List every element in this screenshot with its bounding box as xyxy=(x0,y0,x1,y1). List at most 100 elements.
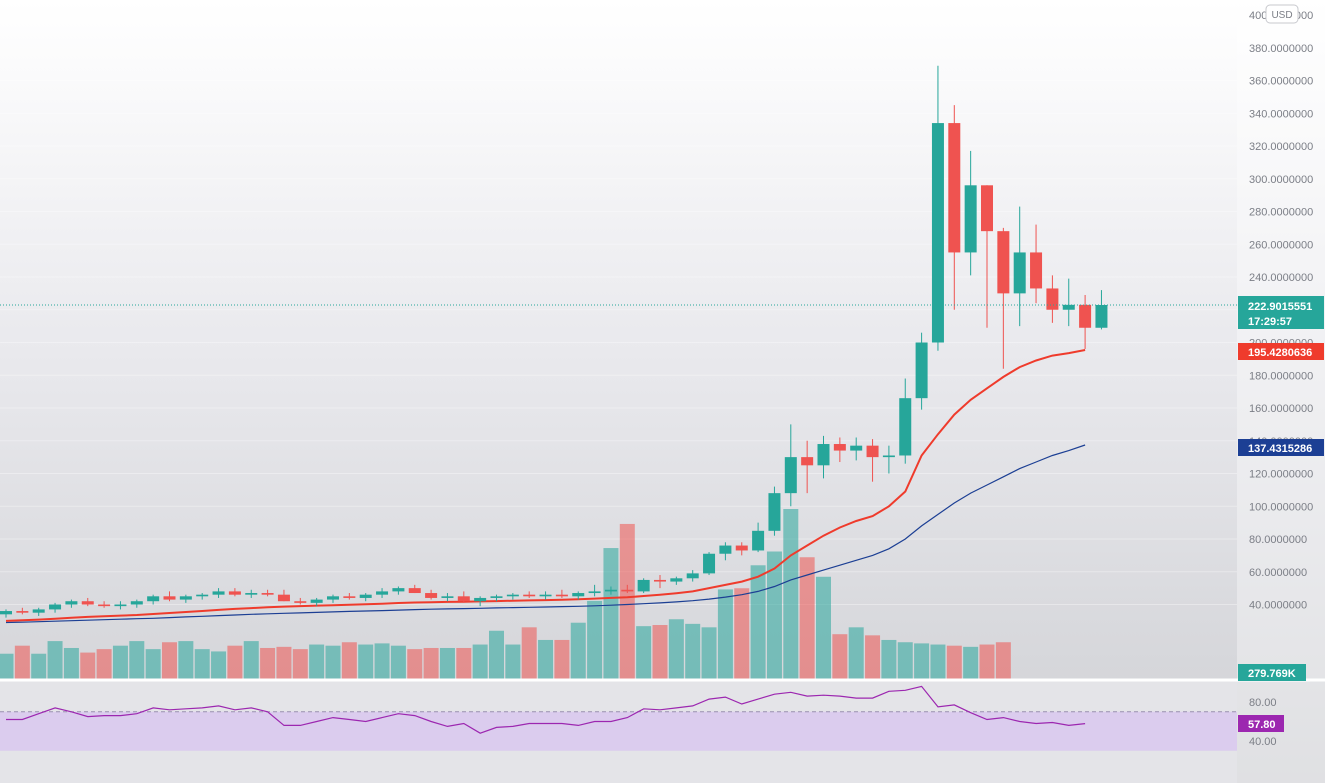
volume-bar xyxy=(309,644,325,679)
candle-body xyxy=(801,457,814,466)
candle-body xyxy=(948,123,961,253)
candle-body xyxy=(294,601,307,603)
ma-fast-label: 195.4280636 xyxy=(1238,343,1324,360)
candle-body xyxy=(32,609,45,613)
candle-body xyxy=(277,594,290,602)
volume-bar xyxy=(292,649,308,679)
candle-body xyxy=(228,591,241,595)
price-tick-label: 80.0000000 xyxy=(1249,534,1307,546)
candle-body xyxy=(752,530,765,551)
volume-value: 279.769K xyxy=(1248,668,1296,680)
rsi-indicator xyxy=(6,685,1086,734)
candle-body xyxy=(114,604,127,607)
volume-bar xyxy=(587,600,603,679)
candle-body xyxy=(555,594,568,597)
ma-fast-value: 195.4280636 xyxy=(1248,347,1312,359)
candle-body xyxy=(49,604,62,610)
candle-body xyxy=(572,593,585,597)
volume-bar xyxy=(538,639,554,679)
candle-body xyxy=(915,342,928,399)
last-price-label: 222.9015551 17:29:57 xyxy=(1238,296,1324,329)
rsi-tick-label: 80.00 xyxy=(1249,697,1277,709)
volume-bar xyxy=(832,634,848,679)
volume-bar xyxy=(243,641,259,679)
rsi-axis-ticks: 80.00 40.00 xyxy=(1249,697,1277,748)
candle-body xyxy=(670,578,683,582)
volume-bar xyxy=(717,589,733,679)
candle-body xyxy=(882,455,895,458)
volume-bar xyxy=(178,641,194,679)
candle-body xyxy=(0,611,12,615)
volume-bar xyxy=(227,645,243,679)
candle-body xyxy=(523,594,536,597)
candle-body xyxy=(1046,288,1059,310)
volume-bar xyxy=(963,646,979,679)
candle-body xyxy=(212,591,225,595)
candle-body xyxy=(866,445,879,458)
candle-body xyxy=(1079,304,1092,328)
countdown-timer: 17:29:57 xyxy=(1248,316,1292,328)
volume-bar xyxy=(472,644,488,679)
candle-body xyxy=(147,596,160,602)
last-price-value: 222.9015551 xyxy=(1248,301,1312,313)
candle-body xyxy=(703,553,716,574)
rsi-line xyxy=(6,685,1086,734)
candle-body xyxy=(457,596,470,602)
candle-body xyxy=(539,594,552,597)
volume-bar xyxy=(374,643,390,679)
volume-bar xyxy=(145,649,161,679)
volume-bar xyxy=(783,509,799,679)
candle-body xyxy=(899,398,912,456)
price-tick-label: 320.0000000 xyxy=(1249,141,1313,153)
volume-bar xyxy=(701,627,717,679)
candle-body xyxy=(1062,304,1075,310)
volume-bar xyxy=(0,653,14,679)
candle-body xyxy=(588,591,601,594)
candle-body xyxy=(997,231,1010,294)
volume-bar xyxy=(914,643,930,679)
candle-body xyxy=(376,591,389,595)
rsi-label: 57.80 xyxy=(1238,715,1284,732)
candle-body xyxy=(817,444,830,466)
volume-bar xyxy=(865,635,881,679)
volume-bar xyxy=(816,576,831,679)
volume-bar xyxy=(848,627,864,679)
candle-body xyxy=(310,599,323,603)
volume-bar xyxy=(162,642,177,679)
candle-body xyxy=(98,604,111,607)
volume-label: 279.769K xyxy=(1238,664,1306,681)
volume-bar xyxy=(685,623,701,679)
volume-bar xyxy=(619,523,635,679)
candle-body xyxy=(833,444,846,451)
volume-bar xyxy=(80,652,96,679)
candle-body xyxy=(604,589,617,592)
candle-body xyxy=(981,185,993,232)
volume-bar xyxy=(979,644,995,679)
candle-body xyxy=(1013,252,1026,294)
candle-body xyxy=(964,185,977,253)
volume-bar xyxy=(456,647,472,679)
volume-bar xyxy=(521,627,537,679)
volume-bar xyxy=(96,649,112,679)
candle-body xyxy=(261,593,274,595)
volume-bar xyxy=(995,642,1011,679)
candle-body xyxy=(490,596,503,598)
price-tick-label: 120.0000000 xyxy=(1249,469,1313,481)
price-tick-label: 260.0000000 xyxy=(1249,239,1313,251)
volume-bar xyxy=(390,645,406,679)
price-axis[interactable] xyxy=(1237,0,1325,783)
usd-badge-label: USD xyxy=(1271,10,1292,21)
candle-body xyxy=(1030,252,1043,289)
usd-badge[interactable]: USD xyxy=(1265,4,1299,24)
candle-body xyxy=(441,596,454,598)
candle-body xyxy=(1095,305,1108,328)
price-tick-label: 180.0000000 xyxy=(1249,370,1313,382)
candle-body xyxy=(784,457,797,494)
price-tick-label: 280.0000000 xyxy=(1249,207,1313,219)
candle-body xyxy=(719,545,732,554)
candle-body xyxy=(16,611,29,613)
price-tick-label: 360.0000000 xyxy=(1249,76,1313,88)
volume-bar xyxy=(799,557,815,679)
volume-bar xyxy=(750,565,766,679)
